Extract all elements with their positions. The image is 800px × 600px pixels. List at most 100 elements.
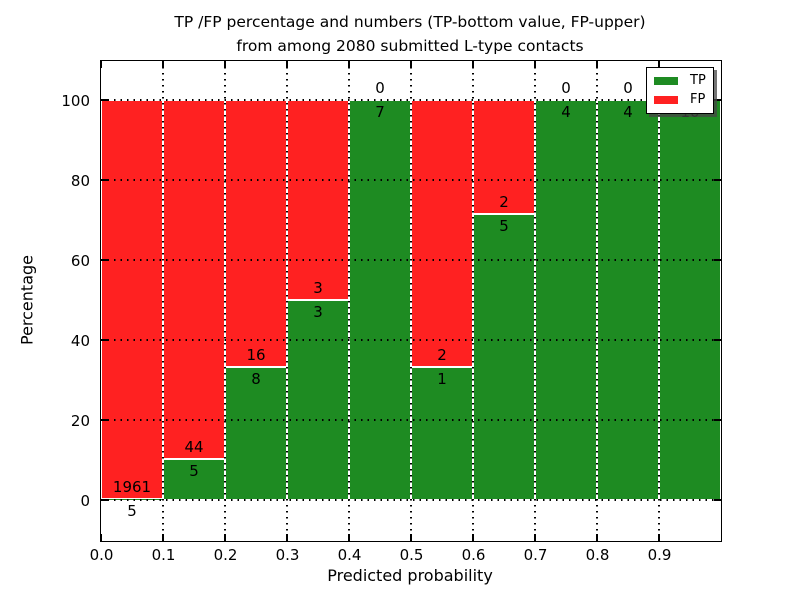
- gridline-vertical: [286, 61, 288, 541]
- gridline-vertical: [472, 61, 474, 541]
- bar-tp-count-label: 5: [499, 217, 509, 236]
- legend-row-tp: TP: [654, 73, 713, 89]
- bar-tp-count-label: 4: [623, 103, 633, 121]
- bar-fp-count-label: 1961: [112, 477, 152, 496]
- x-axis-tick: [410, 61, 412, 68]
- x-axis-tick: [100, 534, 102, 541]
- y-axis-tick: [714, 259, 721, 261]
- y-tick-label: 80: [70, 171, 90, 190]
- y-tick-label: 0: [80, 491, 90, 510]
- x-axis-tick: [348, 61, 350, 68]
- y-tick-label: 100: [61, 91, 90, 110]
- x-tick-label: 0.9: [647, 546, 672, 564]
- gridline-vertical: [534, 61, 536, 541]
- bar-fp-count-label: 2: [437, 345, 447, 364]
- y-axis-tick: [101, 179, 108, 181]
- x-tick-label: 0.7: [523, 546, 548, 564]
- y-axis-tick: [101, 259, 108, 261]
- gridline-vertical: [410, 61, 412, 541]
- x-axis-tick: [162, 61, 164, 68]
- bar-tp-segment: [287, 300, 349, 500]
- y-axis-tick: [714, 419, 721, 421]
- x-axis-tick: [472, 534, 474, 541]
- x-tick-label: 0.5: [399, 546, 424, 564]
- x-axis-tick: [472, 61, 474, 68]
- chart-title: TP /FP percentage and numbers (TP-bottom…: [100, 10, 720, 58]
- bar-tp-count-label: 5: [189, 462, 199, 481]
- x-axis-label: Predicted probability: [327, 566, 493, 585]
- bar-tp-count-label: 8: [251, 369, 261, 388]
- bar-tp-count-label: 4: [561, 103, 571, 121]
- y-axis-tick: [101, 419, 108, 421]
- legend-swatch-fp: [654, 96, 678, 104]
- bar-tp-count-label: 3: [313, 303, 323, 321]
- x-tick-label: 0.4: [337, 546, 362, 564]
- bar-tp-segment: [349, 100, 411, 500]
- bar-fp-count-label: 3: [313, 279, 323, 297]
- x-tick-label: 0.6: [461, 546, 486, 564]
- bar-fp-segment: [411, 100, 473, 367]
- x-axis-tick: [224, 534, 226, 541]
- bar-fp-count-label: 44: [184, 438, 204, 457]
- gridline-vertical: [348, 61, 350, 541]
- y-tick-label: 40: [70, 331, 90, 350]
- bar-tp-count-label: 5: [127, 501, 137, 520]
- x-tick-label: 0.8: [585, 546, 610, 564]
- y-axis-tick: [101, 99, 108, 101]
- bar-fp-count-label: 0: [561, 79, 571, 97]
- legend-row-fp: FP: [654, 92, 713, 108]
- x-tick-label: 0.1: [151, 546, 176, 564]
- bar-fp-segment: [225, 100, 287, 367]
- legend-label-fp: FP: [690, 92, 706, 107]
- y-axis-tick: [714, 339, 721, 341]
- bar-tp-segment: [659, 100, 721, 500]
- gridline-horizontal: [101, 259, 721, 261]
- bar-fp-segment: [101, 100, 163, 499]
- x-axis-tick: [224, 61, 226, 68]
- x-axis-tick: [596, 61, 598, 68]
- chart-title-line2: from among 2080 submitted L-type contact…: [236, 37, 584, 55]
- legend-label-tp: TP: [690, 73, 706, 88]
- legend: TP FP: [646, 67, 714, 114]
- y-axis-tick: [714, 179, 721, 181]
- x-axis-tick: [658, 61, 660, 68]
- x-tick-label: 0.2: [213, 546, 238, 564]
- gridline-horizontal: [101, 339, 721, 341]
- gridline-vertical: [162, 61, 164, 541]
- y-tick-label: 60: [70, 251, 90, 270]
- x-axis-tick: [658, 534, 660, 541]
- gridline-horizontal: [101, 499, 721, 501]
- gridline-vertical: [596, 61, 598, 541]
- bar-tp-segment: [473, 214, 535, 500]
- gridline-horizontal: [101, 179, 721, 181]
- y-axis-tick: [101, 499, 108, 501]
- gridline-vertical: [658, 61, 660, 541]
- x-axis-tick: [162, 534, 164, 541]
- x-tick-label: 0.0: [89, 546, 114, 564]
- bar-tp-count-label: 7: [375, 103, 385, 121]
- gridline-horizontal: [101, 419, 721, 421]
- x-axis-tick: [534, 61, 536, 68]
- x-axis-tick: [286, 61, 288, 68]
- x-axis-tick: [534, 534, 536, 541]
- bar-tp-count-label: 1: [437, 369, 447, 388]
- x-axis-tick: [348, 534, 350, 541]
- bar-fp-segment: [287, 100, 349, 300]
- y-tick-label: 20: [70, 411, 90, 430]
- y-axis-tick: [101, 339, 108, 341]
- plot-area: 19615445168330721250404010: [100, 60, 722, 542]
- chart-title-line1: TP /FP percentage and numbers (TP-bottom…: [174, 13, 646, 31]
- y-axis-tick: [714, 99, 721, 101]
- x-axis-tick: [100, 61, 102, 68]
- bar-fp-count-label: 0: [375, 79, 385, 97]
- x-tick-label: 0.3: [275, 546, 300, 564]
- bar-tp-segment: [535, 100, 597, 500]
- bar-tp-segment: [597, 100, 659, 500]
- x-axis-tick: [286, 534, 288, 541]
- bar-fp-count-label: 0: [623, 79, 633, 97]
- legend-swatch-tp: [654, 77, 678, 85]
- x-axis-tick: [410, 534, 412, 541]
- x-axis-tick: [596, 534, 598, 541]
- bar-fp-count-label: 16: [246, 345, 266, 364]
